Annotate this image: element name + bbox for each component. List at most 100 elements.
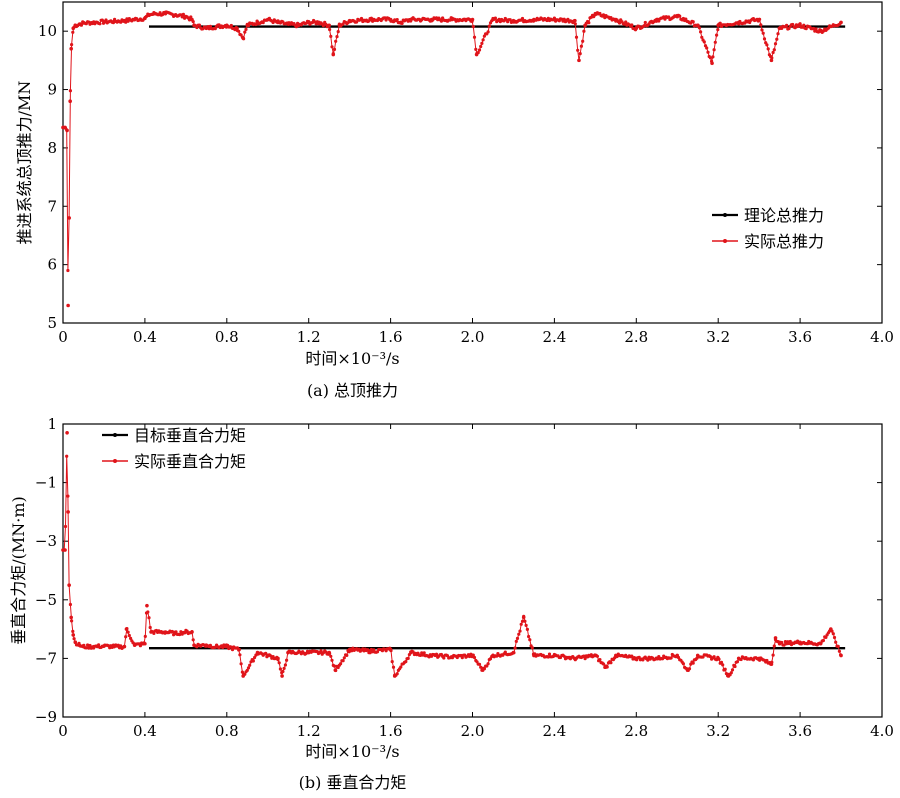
data-point (341, 22, 345, 26)
data-point (180, 15, 184, 19)
data-point (757, 17, 761, 22)
y-tick-label: 10 (38, 22, 57, 40)
data-point (404, 660, 408, 664)
data-point (143, 641, 147, 646)
data-point (63, 524, 68, 529)
data-point (317, 20, 321, 25)
data-point (818, 29, 823, 33)
data-point (152, 631, 156, 636)
data-point (700, 35, 704, 39)
data-point (190, 17, 194, 22)
data-point (116, 643, 120, 647)
data-point (837, 649, 842, 653)
data-point (69, 615, 73, 620)
data-point (66, 303, 70, 308)
data-point (330, 658, 334, 662)
data-point (511, 18, 516, 23)
x-tick-label: 0 (58, 328, 68, 346)
data-point (716, 656, 720, 661)
data-point (81, 644, 86, 649)
data-point (839, 20, 843, 25)
data-point (265, 653, 270, 658)
data-point (460, 656, 464, 660)
y-tick-label: −9 (35, 708, 57, 726)
data-point (601, 662, 606, 666)
data-point (762, 37, 767, 41)
data-point (637, 655, 641, 659)
data-point (122, 644, 127, 649)
data-point (285, 658, 289, 662)
data-point (245, 668, 249, 673)
data-point (73, 23, 78, 28)
data-point (329, 654, 333, 658)
data-point (77, 643, 82, 648)
data-point (126, 630, 130, 634)
x-tick-label: 2.0 (461, 722, 485, 740)
data-point (581, 39, 585, 43)
x-axis-title: 时间×10⁻³/s (305, 742, 399, 761)
x-tick-label: 4.0 (870, 722, 894, 740)
data-point (486, 662, 490, 666)
x-tick-label: 3.6 (788, 328, 812, 346)
data-point (829, 627, 833, 631)
data-point (68, 89, 72, 93)
data-point (547, 652, 552, 656)
data-point (330, 45, 334, 49)
data-point (814, 27, 818, 31)
data-point (474, 52, 479, 57)
data-point (261, 21, 265, 25)
data-point (798, 23, 802, 28)
legend-marker (723, 213, 727, 217)
x-tick-label: 2.8 (624, 722, 648, 740)
data-point (65, 454, 69, 458)
data-point (804, 27, 808, 31)
data-point (642, 24, 646, 28)
data-point (519, 622, 523, 626)
data-point (479, 665, 483, 669)
data-point (660, 657, 665, 661)
data-point (654, 656, 659, 661)
data-point (390, 660, 394, 664)
data-point (716, 28, 720, 32)
legend-label: 实际垂直合力矩 (134, 452, 246, 471)
data-point (163, 630, 168, 634)
data-point (715, 33, 719, 37)
data-point (831, 632, 835, 636)
data-point (71, 633, 76, 637)
data-point (477, 662, 482, 666)
data-point (573, 656, 577, 661)
data-point (204, 643, 209, 648)
data-point (122, 18, 127, 23)
data-point (471, 25, 475, 29)
panel-b-moment-chart: 0 0.4 0.8 1.2 1.6 2.0 2.4 2.8 3.2 3.6 4.0 1 −1 −3 −5 −7… (9, 415, 894, 792)
data-point (735, 660, 740, 664)
data-point (726, 674, 731, 678)
data-point (119, 644, 123, 648)
data-point (192, 643, 196, 648)
data-point (124, 635, 128, 639)
data-point (132, 17, 137, 22)
data-point (530, 646, 534, 650)
data-point (487, 24, 491, 28)
data-point (255, 20, 260, 25)
data-point (771, 50, 775, 55)
data-point (129, 636, 133, 641)
data-point (388, 17, 393, 22)
data-point (328, 27, 332, 32)
y-tick-label: −3 (35, 532, 57, 550)
data-point (125, 17, 129, 21)
data-point (429, 653, 434, 658)
y-tick-label: 7 (47, 197, 57, 215)
data-point (772, 644, 776, 648)
data-point (334, 39, 338, 43)
data-point (97, 643, 101, 647)
data-point (706, 50, 710, 54)
data-point (331, 52, 336, 57)
data-point (733, 664, 737, 669)
x-tick-label: 2.0 (461, 328, 485, 346)
data-point (368, 17, 372, 22)
data-point (643, 20, 647, 25)
data-point (246, 666, 251, 670)
data-point (574, 35, 579, 39)
data-point (395, 672, 399, 676)
